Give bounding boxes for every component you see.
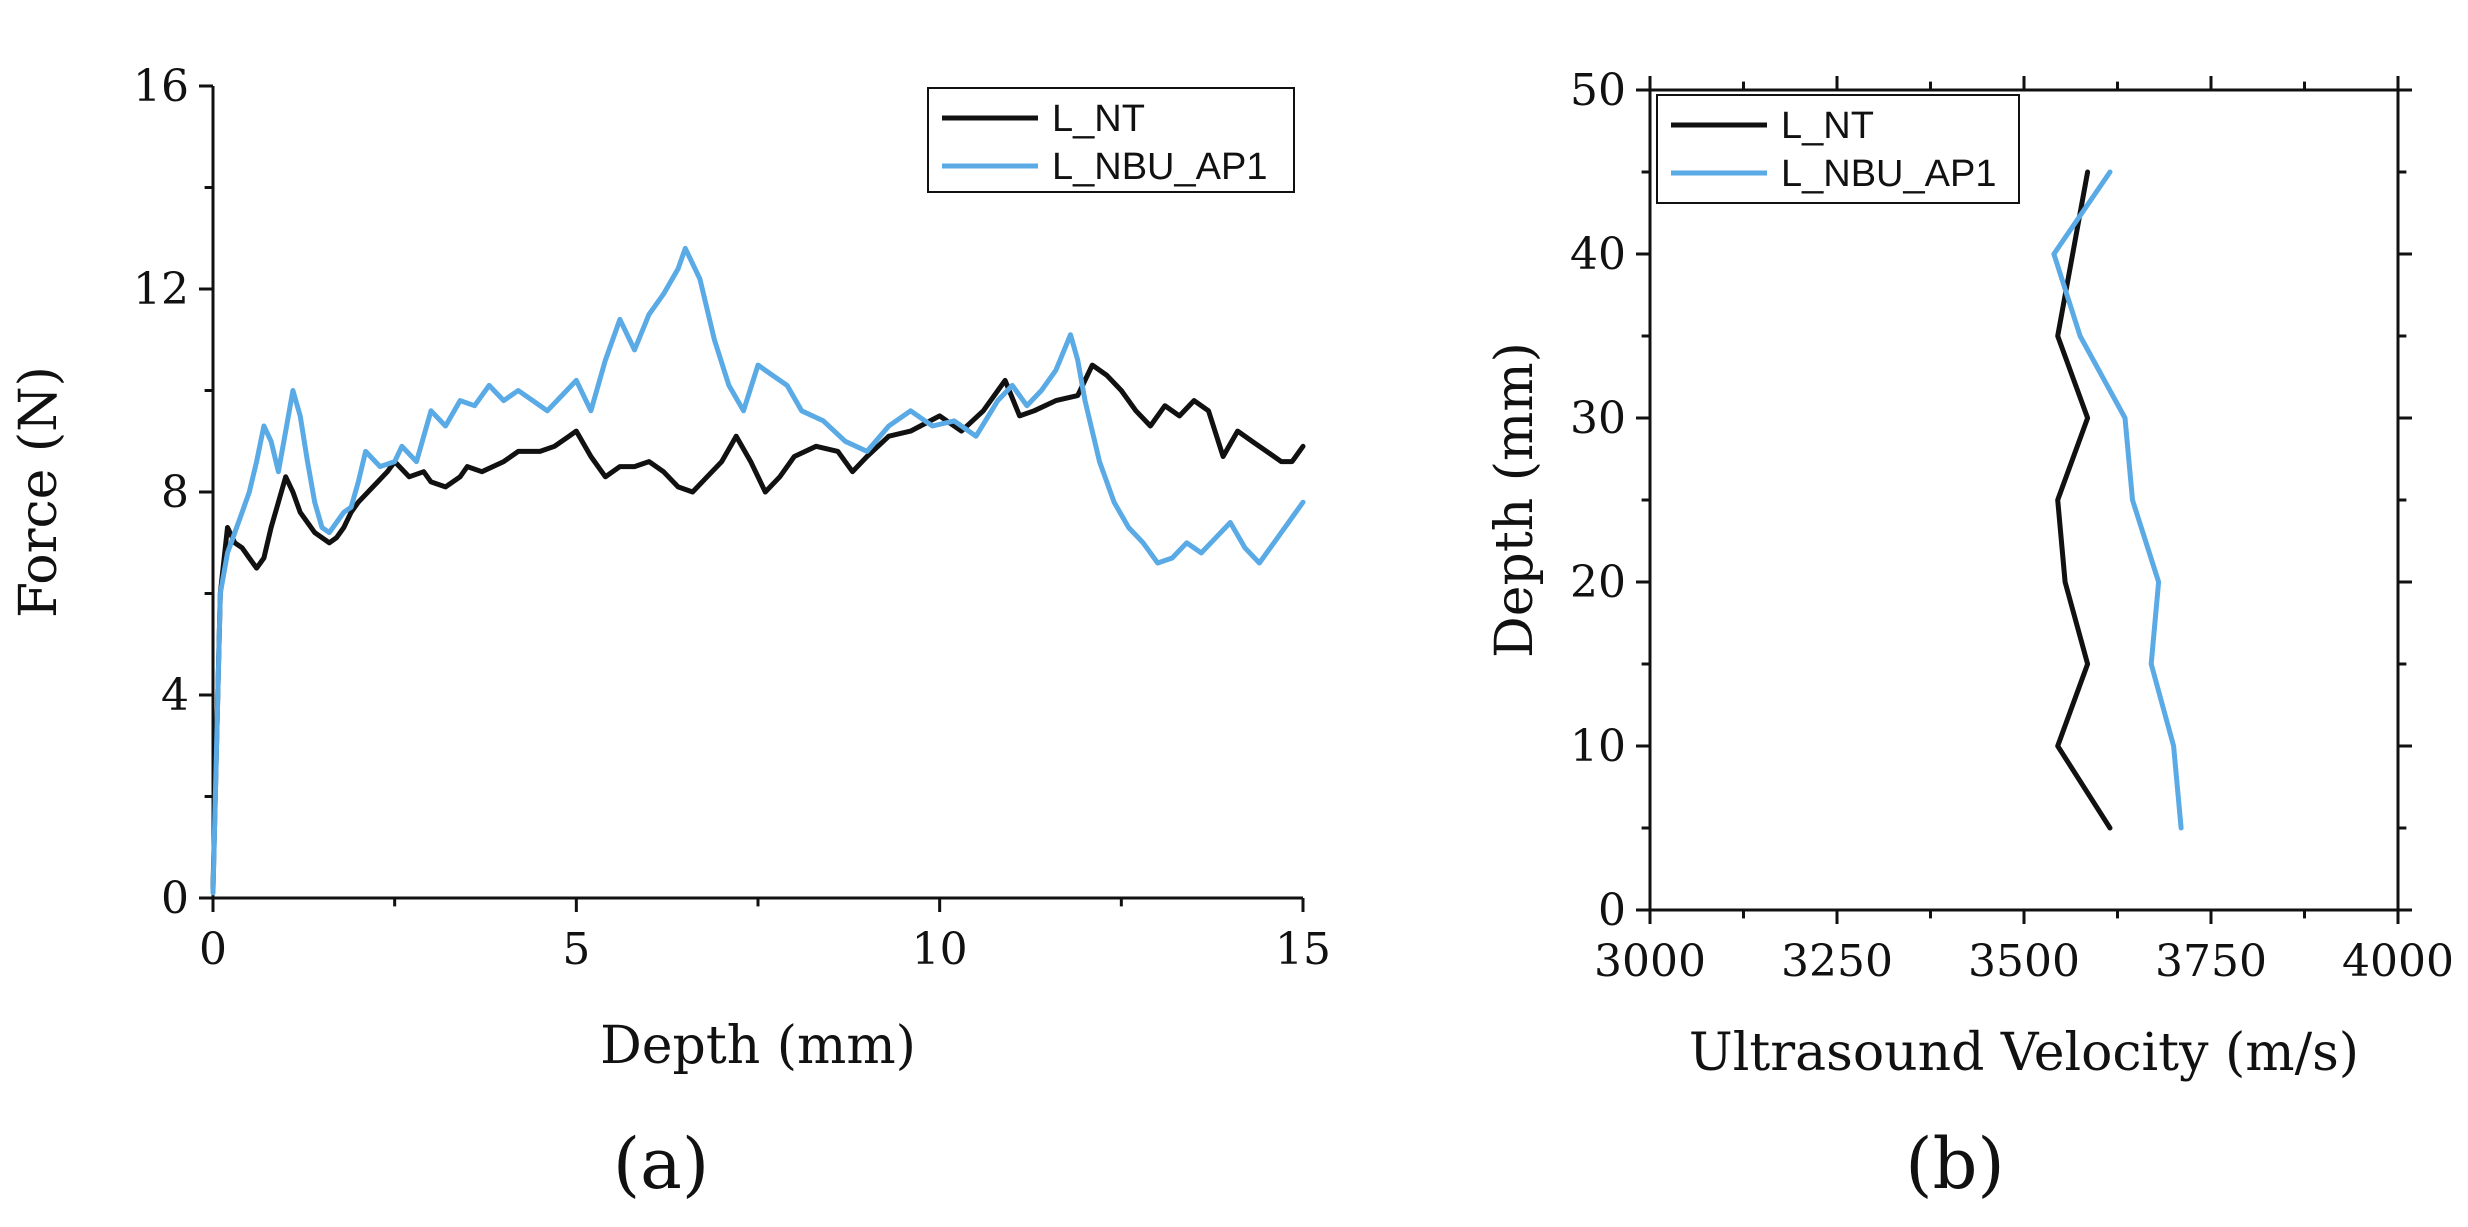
legend-box	[927, 87, 1295, 193]
panel-label: (a)	[613, 1123, 709, 1205]
x-tick-label: 3750	[2155, 936, 2267, 987]
y-tick-label: 16	[133, 61, 189, 112]
x-tick-label: 10	[912, 924, 968, 975]
legend: L_NT L_NBU_AP1	[1656, 94, 2020, 204]
y-tick-label: 0	[161, 873, 189, 924]
y-tick-label: 0	[1598, 885, 1626, 936]
y-tick-label: 12	[133, 264, 189, 315]
y-tick-label: 10	[1570, 721, 1626, 772]
legend-label: L_NT	[1781, 105, 1874, 147]
x-tick-label: 3250	[1781, 936, 1893, 987]
x-tick-label: 3000	[1594, 936, 1706, 987]
y-axis-label: Depth (mm)	[1485, 342, 1545, 658]
x-axis-label: Ultrasound Velocity (m/s)	[1689, 1023, 2359, 1083]
y-tick-label: 50	[1570, 65, 1626, 116]
y-tick-label: 8	[161, 467, 189, 518]
x-tick-label: 15	[1275, 924, 1331, 975]
series-line-l-nbu-ap1	[2051, 169, 2184, 831]
y-axis-label: Force (N)	[9, 366, 69, 618]
x-tick-label: 5	[562, 924, 590, 975]
y-tick-label: 4	[161, 670, 189, 721]
series-line-l-nbu-ap1	[210, 245, 1306, 896]
y-tick-label: 30	[1570, 393, 1626, 444]
legend: L_NT L_NBU_AP1	[927, 87, 1295, 193]
y-tick-label: 40	[1570, 229, 1626, 280]
y-tick-label: 20	[1570, 557, 1626, 608]
x-tick-label: 0	[199, 924, 227, 975]
legend-label: L_NBU_AP1	[1781, 153, 1996, 195]
legend-label: L_NT	[1052, 98, 1145, 140]
x-tick-label: 3500	[1968, 936, 2080, 987]
x-tick-label: 4000	[2342, 936, 2454, 987]
chart-depth-vs-velocity: 3000 3250 3500 3750 4000 0 10 20 30 40 50 Ultrasoun…	[1485, 65, 2454, 1205]
series-line-l-nt	[2055, 169, 2113, 831]
panel-label: (b)	[1905, 1123, 2004, 1205]
legend-box	[1656, 94, 2020, 204]
series-line-l-nt	[210, 362, 1306, 891]
chart-force-vs-depth: 0 5 10 15 0 4 8 12 16 Depth (mm) Force (N) L_NT L_NB…	[9, 61, 1331, 1205]
legend-label: L_NBU_AP1	[1052, 146, 1267, 188]
x-axis-label: Depth (mm)	[600, 1016, 916, 1076]
